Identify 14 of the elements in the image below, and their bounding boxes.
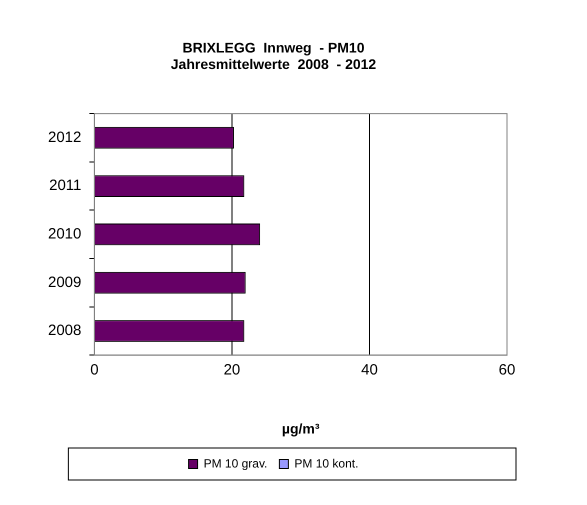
y-tick-label: 2012 [48, 128, 82, 146]
y-tick-label: 2009 [48, 274, 82, 291]
y-tick-label: 2008 [48, 322, 82, 340]
legend-label: PM 10 kont. [294, 456, 358, 470]
legend-label: PM 10 grav. [204, 456, 268, 470]
x-tick-label: 60 [498, 361, 516, 378]
text: BRIXLEGG Innweg - PM10 [182, 39, 365, 56]
x-tick-label: 20 [224, 361, 240, 378]
x-tick-label: 0 [90, 361, 99, 378]
x-axis-title: µg/m³ [282, 420, 320, 436]
y-tick-label: 2010 [48, 226, 82, 243]
text: Jahresmittelwerte 2008 - 2012 [170, 56, 376, 72]
x-tick-label: 40 [361, 361, 378, 378]
y-tick-label: 2011 [49, 177, 82, 194]
